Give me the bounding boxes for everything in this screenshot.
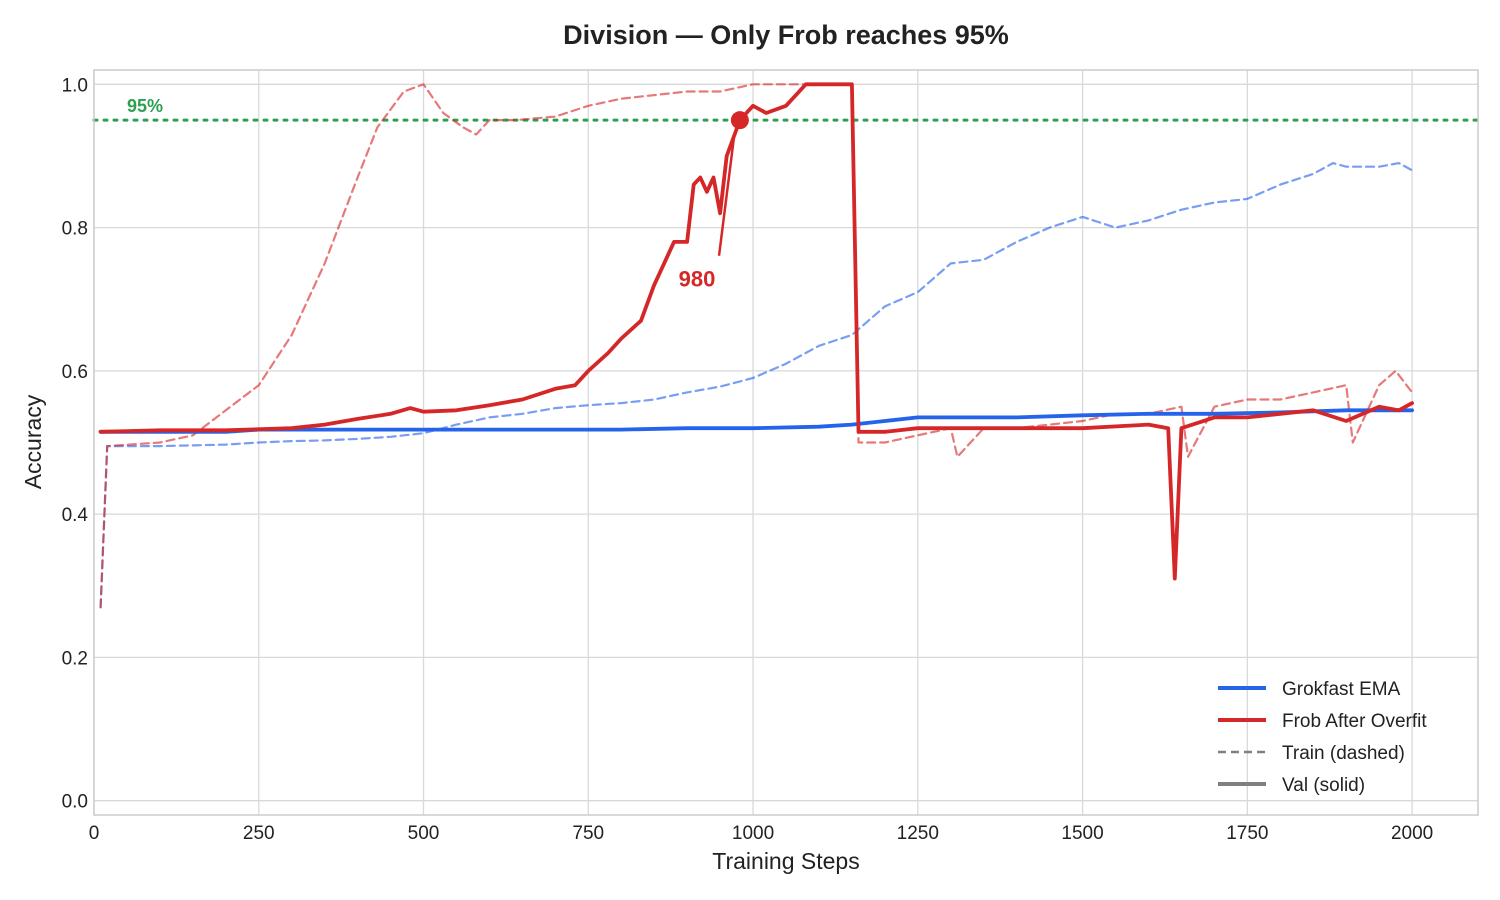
legend-label: Grokfast EMA: [1282, 679, 1401, 700]
x-tick-label: 0: [89, 823, 100, 844]
annotation-arrow: [717, 137, 736, 256]
y-axis-label: Accuracy: [20, 394, 46, 489]
y-tick-label: 0.6: [62, 362, 88, 383]
annotation-label: 980: [679, 267, 716, 292]
x-tick-label: 750: [572, 823, 604, 844]
y-tick-label: 0.2: [62, 648, 88, 669]
x-axis-label: Training Steps: [712, 848, 859, 874]
legend-label: Frob After Overfit: [1282, 711, 1427, 732]
ticks: 0 250 500 750 1000 1250 1500 1750 2000 0.0 0.2 0.4 0…: [62, 75, 1434, 844]
y-tick-label: 0.0: [62, 792, 88, 813]
reference-line-group: 95%: [92, 96, 1480, 122]
y-tick-label: 0.4: [62, 505, 89, 526]
x-tick-label: 500: [408, 823, 440, 844]
series-group: [98, 82, 1414, 609]
x-tick-label: 1500: [1061, 823, 1103, 844]
x-tick-label: 1000: [732, 823, 774, 844]
annotation-marker: [730, 111, 749, 130]
chart-title: Division — Only Frob reaches 95%: [563, 20, 1009, 50]
legend-label: Train (dashed): [1282, 743, 1405, 764]
y-tick-label: 1.0: [62, 75, 88, 96]
grid: [93, 70, 1478, 815]
series-line-grokfast-ema-train: [99, 162, 1414, 609]
legend-label: Val (solid): [1282, 775, 1365, 796]
plot-frame: [93, 69, 1479, 816]
series-line-frob-after-overfit-train: [99, 83, 1414, 609]
x-tick-label: 2000: [1391, 823, 1433, 844]
legend: Grokfast EMA Frob After Overfit Train (das…: [1218, 679, 1427, 796]
reference-line-label: 95%: [127, 96, 163, 116]
x-tick-label: 1750: [1226, 823, 1268, 844]
y-tick-label: 0.8: [62, 219, 88, 240]
series-line-frob-after-overfit-val: [98, 82, 1414, 581]
annotation-group: 980: [679, 111, 749, 292]
x-tick-label: 250: [243, 823, 275, 844]
x-tick-label: 1250: [897, 823, 939, 844]
